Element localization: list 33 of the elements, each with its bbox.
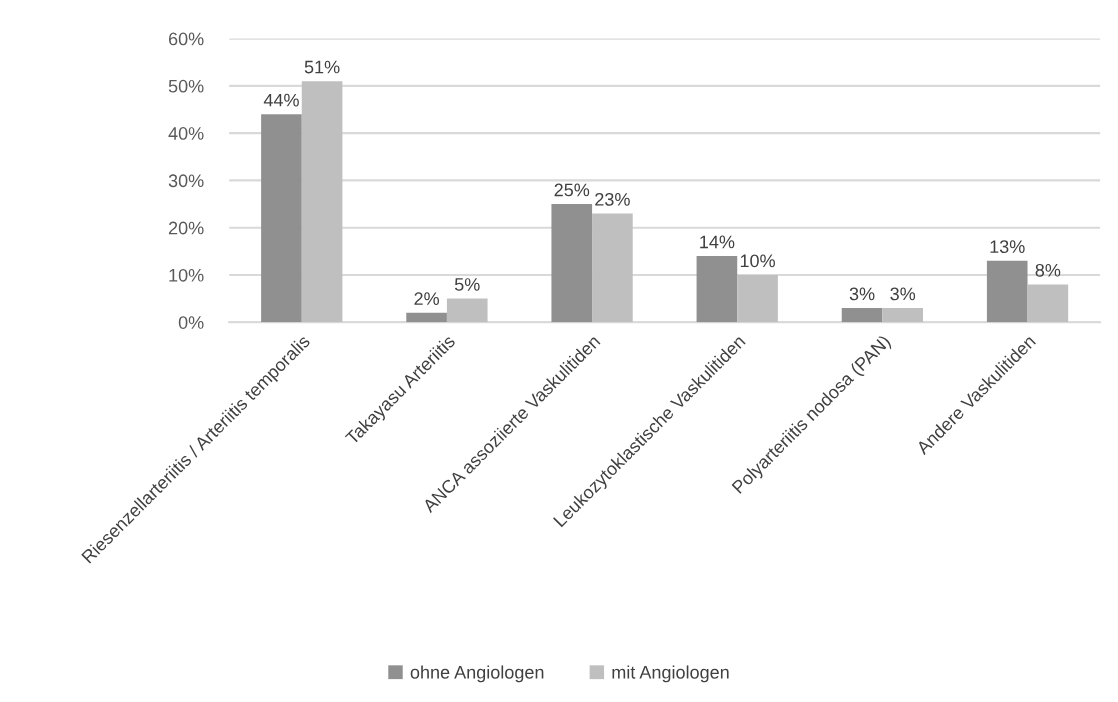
- bar: [882, 308, 924, 323]
- legend-label: ohne Angiologen: [410, 665, 544, 683]
- y-tick-label: 0%: [178, 316, 204, 329]
- data-label: 8%: [1035, 263, 1061, 277]
- legend-label: mit Angiologen: [612, 665, 729, 683]
- bar: [841, 308, 883, 323]
- bar: [592, 213, 633, 323]
- data-label: 2%: [414, 292, 439, 305]
- data-label: 23%: [595, 192, 630, 206]
- bar: [301, 81, 343, 323]
- bar: [261, 114, 302, 323]
- data-label: 44%: [263, 93, 299, 107]
- y-tick-label: 20%: [168, 221, 204, 235]
- data-label: 10%: [740, 254, 775, 268]
- data-label: 3%: [890, 287, 916, 301]
- y-tick-label: 50%: [168, 79, 204, 93]
- bar: [986, 260, 1028, 323]
- bar: [737, 274, 778, 323]
- data-label: 14%: [700, 235, 735, 249]
- y-tick-label: 40%: [168, 127, 204, 140]
- bar: [1027, 284, 1069, 323]
- bar: [696, 256, 738, 323]
- data-label: 13%: [990, 240, 1025, 254]
- data-label: 25%: [554, 183, 590, 197]
- bar: [551, 204, 593, 323]
- y-tick-label: 60%: [168, 32, 204, 46]
- data-label: 51%: [304, 60, 340, 74]
- data-label: 5%: [454, 278, 480, 291]
- bar: [406, 312, 447, 323]
- data-label: 3%: [849, 287, 875, 301]
- bar: [446, 298, 488, 323]
- y-tick-label: 10%: [169, 268, 204, 282]
- y-tick-label: 30%: [168, 174, 204, 188]
